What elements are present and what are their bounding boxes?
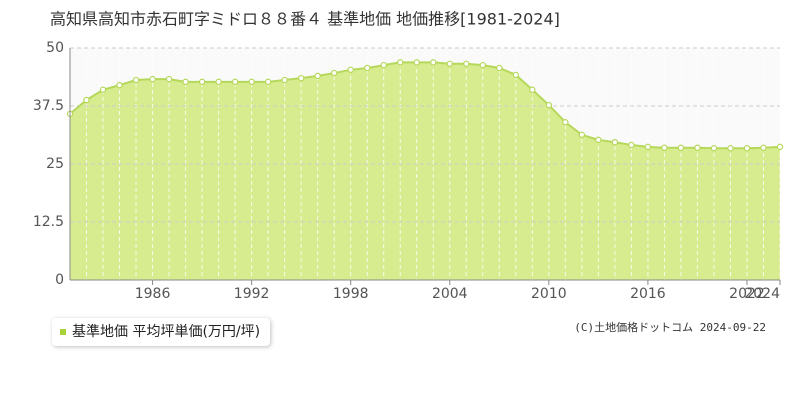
x-tick-label: 2004 [432, 286, 468, 302]
point [215, 78, 222, 86]
credit: (C)土地価格ドットコム 2024-09-22 [574, 321, 766, 334]
point [479, 61, 486, 69]
x-tick-label: 2024 [744, 286, 780, 302]
point [710, 145, 718, 152]
point [248, 78, 255, 86]
point [281, 76, 288, 84]
point [314, 72, 321, 80]
point [364, 64, 371, 72]
chart: 高知県高知市赤石町字ミドロ８８番４ 基準地価 地価推移[1981-2024] 0… [33, 10, 784, 302]
legend-label: 基準地価 平均坪単価(万円/坪) [72, 324, 261, 340]
x-tick-label: 1986 [135, 286, 171, 302]
y-tick-label: 37.5 [33, 98, 64, 114]
point [463, 60, 470, 67]
point [694, 144, 701, 151]
point [380, 61, 387, 69]
point [512, 71, 520, 79]
point [182, 78, 189, 86]
point [562, 119, 569, 126]
point [264, 78, 272, 86]
point [760, 144, 767, 151]
legend: 基準地価 平均坪単価(万円/坪) [52, 318, 271, 346]
point [677, 144, 685, 151]
point [611, 138, 619, 146]
point [83, 96, 90, 104]
point [165, 75, 173, 83]
point [149, 75, 156, 83]
y-tick-label: 12.5 [33, 214, 64, 230]
x-tick-label: 1998 [333, 286, 369, 302]
point [446, 60, 453, 67]
point [413, 59, 420, 66]
x-tick-label: 2022 [729, 286, 765, 302]
x-tick-label: 1992 [234, 286, 270, 302]
y-tick-label: 50 [46, 40, 64, 56]
area [70, 62, 780, 280]
point [99, 86, 107, 93]
point [132, 76, 140, 84]
point [727, 145, 734, 152]
point [116, 81, 123, 89]
point [743, 145, 751, 152]
y-tick-label: 0 [55, 272, 64, 288]
point [330, 69, 338, 77]
point [595, 136, 602, 144]
point [198, 78, 206, 86]
point [430, 59, 437, 66]
point [628, 141, 635, 149]
point [776, 143, 784, 151]
point [496, 64, 503, 72]
y-tick-label: 25 [46, 156, 64, 172]
point [661, 144, 668, 151]
chart-title: 高知県高知市赤石町字ミドロ８８番４ 基準地価 地価推移[1981-2024] [50, 10, 560, 29]
point [644, 143, 652, 151]
point [578, 131, 586, 138]
point [397, 59, 404, 66]
point [231, 78, 239, 86]
point [545, 101, 553, 109]
point [529, 86, 536, 93]
legend-marker [60, 329, 66, 335]
point [297, 74, 305, 82]
x-tick-label: 2016 [630, 286, 666, 302]
x-tick-label: 2010 [531, 286, 567, 302]
point [347, 66, 354, 74]
